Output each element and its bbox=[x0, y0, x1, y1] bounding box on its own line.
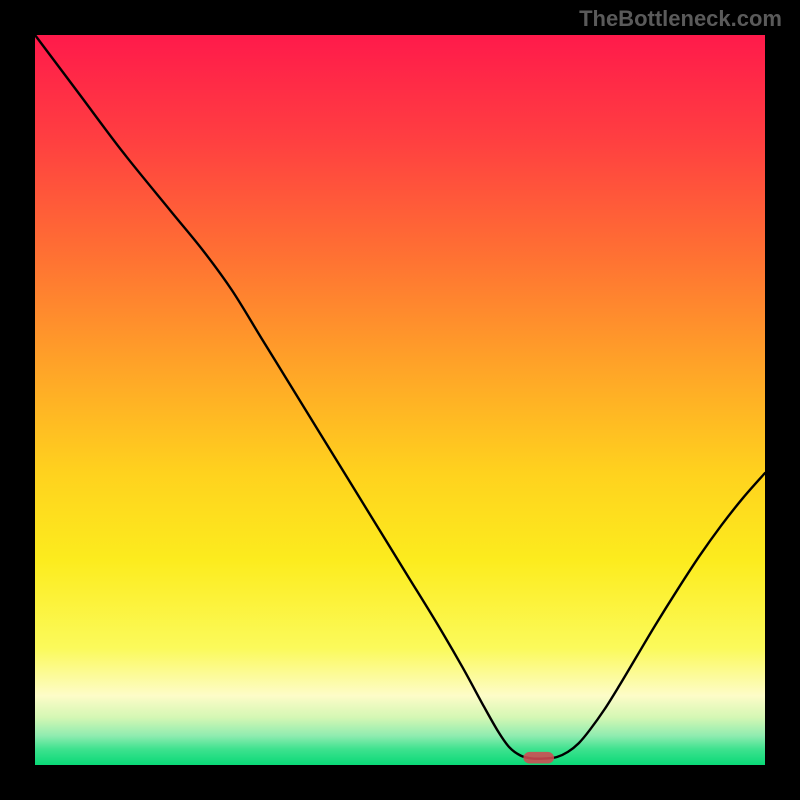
plot-area bbox=[35, 35, 765, 765]
gradient-background bbox=[35, 35, 765, 765]
watermark-text: TheBottleneck.com bbox=[579, 6, 782, 32]
chart-frame: TheBottleneck.com bbox=[0, 0, 800, 800]
optimal-marker bbox=[523, 752, 554, 764]
plot-svg bbox=[35, 35, 765, 765]
